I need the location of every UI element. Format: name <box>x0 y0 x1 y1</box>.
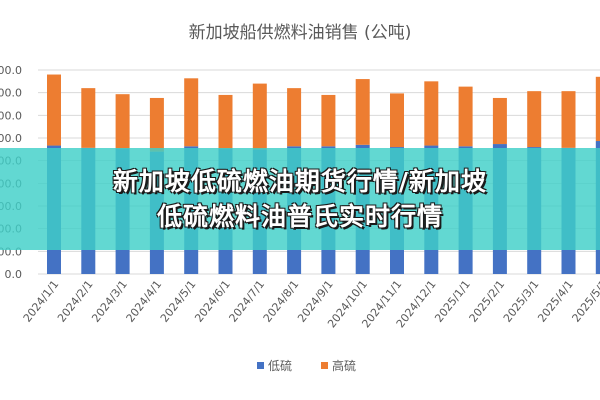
bar-segment <box>527 91 542 148</box>
bar-segment <box>424 81 439 146</box>
bar-segment <box>458 86 473 147</box>
legend-label: 高硫 <box>332 358 356 373</box>
bar-segment <box>321 94 336 147</box>
chart-title: 新加坡船供燃料油销售 (公吨) <box>189 23 412 43</box>
legend: 低硫 高硫 <box>257 358 356 373</box>
overlay-line-2: 低硫燃料油普氏实时行情 <box>156 202 443 231</box>
bar-segment <box>252 83 267 150</box>
bar-segment <box>287 88 302 147</box>
bar-segment <box>390 93 404 148</box>
y-tick-label: 00.0 <box>0 64 22 77</box>
bar-segment <box>81 88 96 148</box>
bar-segment <box>561 91 576 148</box>
bar-segment <box>218 94 233 149</box>
bar-segment <box>47 74 61 146</box>
overlay-banner: 新加坡低硫燃油期货行情/新加坡 低硫燃料油普氏实时行情 <box>0 148 600 250</box>
bar-segment <box>149 97 164 152</box>
x-axis-tick-labels: 2024/1/12024/2/12024/3/12024/4/12024/5/1… <box>21 278 600 330</box>
bar-segment <box>355 79 370 145</box>
y-tick-label: 0.0 <box>5 268 23 281</box>
legend-label: 低硫 <box>268 358 292 373</box>
bar-segment <box>492 97 507 145</box>
overlay-line-1: 新加坡低硫燃油期货行情/新加坡 <box>112 167 488 196</box>
y-tick-label: 00.0 <box>0 87 22 100</box>
bar-segment <box>115 94 130 149</box>
y-tick-label: 00.0 <box>0 109 22 122</box>
legend-swatch <box>321 362 328 369</box>
bar-segment <box>184 78 199 147</box>
legend-swatch <box>257 362 264 369</box>
y-tick-label: 00.0 <box>0 132 22 145</box>
bar-segment <box>595 76 600 142</box>
